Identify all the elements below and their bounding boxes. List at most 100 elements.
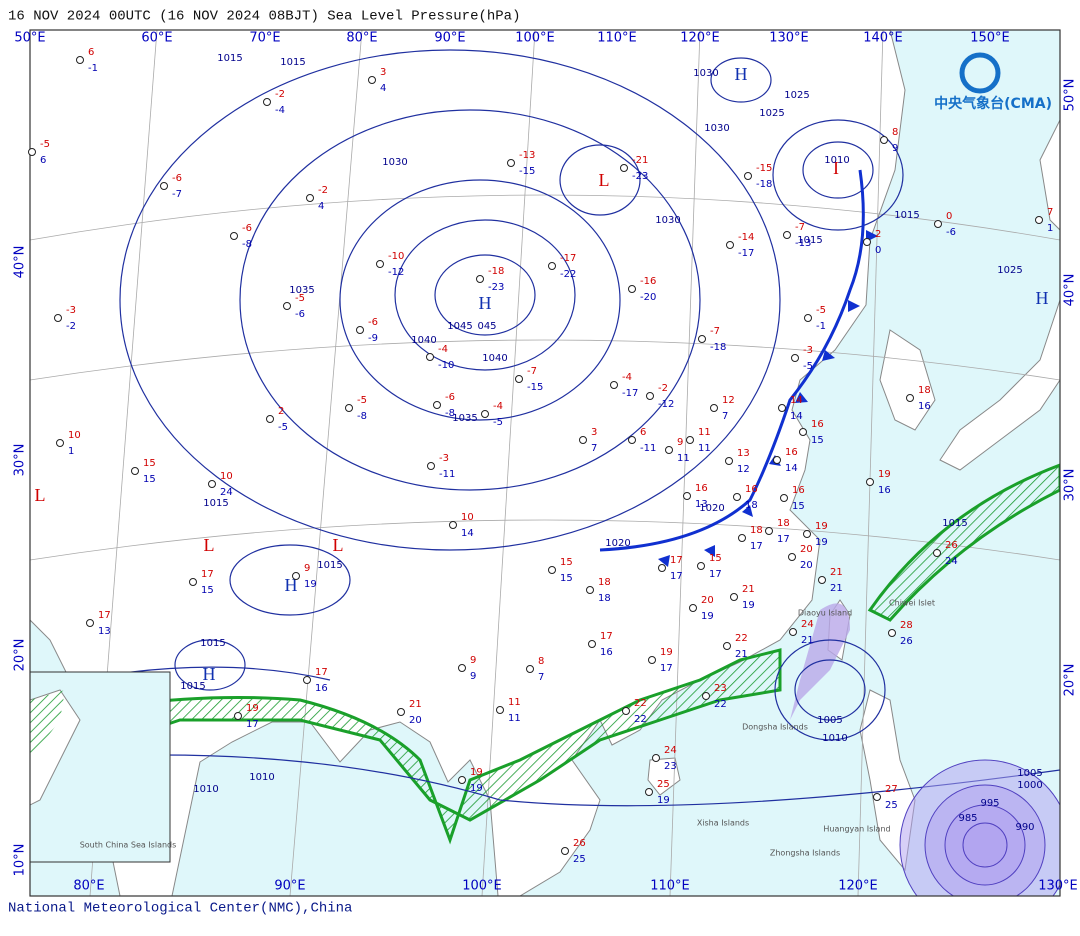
- pressure-center: L: [35, 485, 46, 505]
- station-marker: [665, 446, 673, 454]
- station-marker: [548, 566, 556, 574]
- station-dewpoint: -13: [795, 238, 811, 249]
- station-dewpoint: 1: [68, 446, 74, 457]
- station-temperature: -10: [388, 251, 404, 262]
- station-temperature: 19: [470, 767, 483, 778]
- station-temperature: -2: [318, 185, 328, 196]
- isobar-label: 1030: [693, 68, 718, 79]
- station-temperature: 18: [918, 385, 931, 396]
- station-temperature: -6: [445, 392, 455, 403]
- station-temperature: -15: [756, 163, 772, 174]
- station-marker: [866, 478, 874, 486]
- station-dewpoint: 25: [885, 800, 898, 811]
- station-temperature: 13: [737, 448, 750, 459]
- station-temperature: 17: [600, 631, 613, 642]
- station-temperature: -2: [658, 383, 668, 394]
- station-temperature: -4: [622, 372, 632, 383]
- station-dewpoint: 11: [508, 713, 521, 724]
- isobar-label: 1030: [655, 215, 680, 226]
- station-dewpoint: -8: [445, 408, 455, 419]
- isobar-label: 1045: [447, 321, 472, 332]
- pressure-center: L: [599, 170, 610, 190]
- station-marker: [738, 534, 746, 542]
- station-dewpoint: 16: [315, 683, 328, 694]
- pressure-center: H: [203, 664, 216, 684]
- station-temperature: 12: [722, 395, 735, 406]
- station-dewpoint: 15: [201, 585, 214, 596]
- station-marker: [646, 392, 654, 400]
- station-temperature: 19: [878, 469, 891, 480]
- station-temperature: 22: [634, 698, 647, 709]
- station-temperature: 25: [657, 779, 670, 790]
- station-temperature: 17: [201, 569, 214, 580]
- station-marker: [818, 576, 826, 584]
- longitude-label: 80°E: [73, 879, 104, 894]
- latitude-label: 40°N: [1063, 274, 1078, 307]
- station-dewpoint: 18: [745, 500, 758, 511]
- station-temperature: 11: [508, 697, 521, 708]
- isobar-label: 1015: [317, 560, 342, 571]
- station-marker: [292, 572, 300, 580]
- isobar-label: 1025: [784, 90, 809, 101]
- station-dewpoint: -23: [488, 282, 504, 293]
- station-temperature: 22: [735, 633, 748, 644]
- station-temperature: -5: [40, 139, 50, 150]
- station-marker: [476, 275, 484, 283]
- station-marker: [652, 754, 660, 762]
- station-temperature: 2: [875, 229, 881, 240]
- station-marker: [306, 194, 314, 202]
- isobar-label: 1030: [704, 123, 729, 134]
- station-dewpoint: 17: [750, 541, 763, 552]
- isobar-label: 1015: [180, 681, 205, 692]
- station-temperature: 6: [640, 427, 646, 438]
- isobar-label: 1015: [217, 53, 242, 64]
- station-marker: [788, 553, 796, 561]
- station-marker: [397, 708, 405, 716]
- station-dewpoint: 15: [792, 501, 805, 512]
- station-dewpoint: -1: [88, 63, 98, 74]
- station-temperature: 17: [98, 610, 111, 621]
- station-dewpoint: -12: [388, 267, 404, 278]
- pressure-center: L: [333, 535, 344, 555]
- station-marker: [683, 492, 691, 500]
- station-marker: [131, 467, 139, 475]
- station-marker: [230, 232, 238, 240]
- longitude-label: 120°E: [680, 31, 720, 46]
- station-dewpoint: 7: [538, 672, 544, 683]
- map-body: [30, 30, 1060, 896]
- inset: [30, 671, 171, 863]
- station-temperature: -7: [795, 222, 805, 233]
- station-dewpoint: 11: [698, 443, 711, 454]
- station-marker: [54, 314, 62, 322]
- station-dewpoint: 7: [722, 411, 728, 422]
- station-temperature: 26: [945, 540, 958, 551]
- isobar-label: 1000: [1017, 780, 1042, 791]
- latitude-label: 20°N: [1063, 664, 1078, 697]
- station-dewpoint: 20: [409, 715, 422, 726]
- station-dewpoint: 16: [878, 485, 891, 496]
- longitude-label: 100°E: [462, 879, 502, 894]
- station-marker: [56, 439, 64, 447]
- isobar-label: 1015: [280, 57, 305, 68]
- station-dewpoint: -20: [640, 292, 656, 303]
- station-temperature: 9: [304, 563, 310, 574]
- station-marker: [658, 564, 666, 572]
- typhoon-isobars: [899, 759, 1060, 896]
- station-marker: [481, 410, 489, 418]
- station-dewpoint: 11: [677, 453, 690, 464]
- isobar-label: 1005: [817, 715, 842, 726]
- station-dewpoint: 18: [598, 593, 611, 604]
- japan: [939, 119, 1060, 471]
- station-temperature: 15: [143, 458, 156, 469]
- station-dewpoint: 15: [811, 435, 824, 446]
- station-dewpoint: 6: [40, 155, 46, 166]
- station-temperature: 24: [664, 745, 677, 756]
- longitude-label: 110°E: [597, 31, 637, 46]
- station-dewpoint: -22: [560, 269, 576, 280]
- longitude-label: 130°E: [769, 31, 809, 46]
- station-marker: [723, 642, 731, 650]
- station-temperature: -7: [527, 366, 537, 377]
- station-temperature: -6: [242, 223, 252, 234]
- station-marker: [458, 776, 466, 784]
- station-marker: [515, 375, 523, 383]
